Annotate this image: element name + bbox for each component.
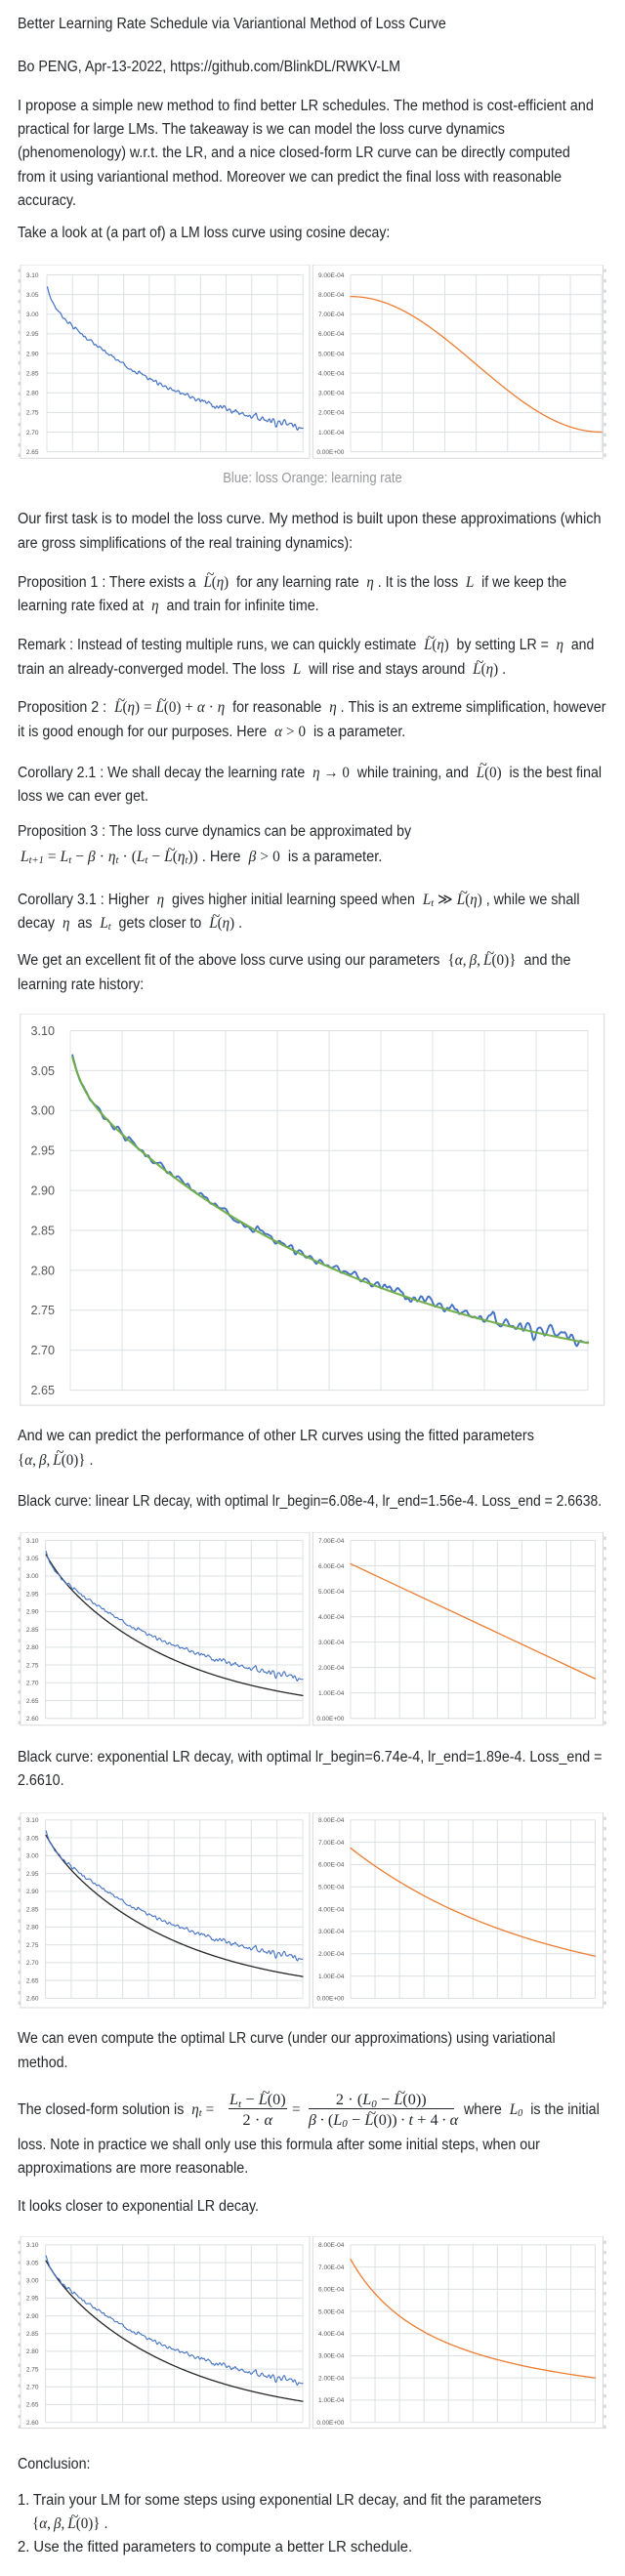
svg-text:4.00E-04: 4.00E-04 (318, 2331, 345, 2338)
svg-text:1.00E-04: 1.00E-04 (318, 430, 345, 436)
svg-text:5.00E-04: 5.00E-04 (318, 1588, 345, 1595)
svg-text:2.60: 2.60 (26, 1995, 39, 2002)
svg-text:2.75: 2.75 (26, 2367, 39, 2374)
svg-text:3.05: 3.05 (26, 292, 39, 299)
svg-text:2.85: 2.85 (30, 1224, 55, 1237)
svg-text:2.90: 2.90 (26, 351, 39, 357)
svg-text:0.00E+00: 0.00E+00 (316, 1716, 344, 1723)
svg-text:2.90: 2.90 (26, 1889, 39, 1895)
svg-text:5.00E-04: 5.00E-04 (318, 2308, 345, 2315)
svg-text:8.00E-04: 8.00E-04 (318, 1817, 345, 1824)
svg-text:2.85: 2.85 (26, 1906, 39, 1913)
svg-text:1.00E-04: 1.00E-04 (318, 1690, 345, 1697)
svg-text:3.05: 3.05 (26, 1556, 39, 1562)
svg-text:3.10: 3.10 (26, 1537, 39, 1544)
svg-text:2.65: 2.65 (26, 1977, 39, 1984)
svg-text:2.80: 2.80 (26, 1924, 39, 1931)
svg-text:3.00E-04: 3.00E-04 (318, 1929, 345, 1935)
svg-text:2.85: 2.85 (26, 1626, 39, 1633)
svg-text:2.95: 2.95 (26, 1871, 39, 1878)
svg-text:3.05: 3.05 (26, 1835, 39, 1842)
svg-text:6.00E-04: 6.00E-04 (318, 331, 345, 338)
svg-text:7.00E-04: 7.00E-04 (318, 1840, 345, 1847)
svg-text:6.00E-04: 6.00E-04 (318, 2287, 345, 2294)
svg-text:7.00E-04: 7.00E-04 (318, 312, 345, 318)
svg-text:4.00E-04: 4.00E-04 (318, 1613, 345, 1620)
svg-text:5.00E-04: 5.00E-04 (318, 351, 345, 357)
svg-text:2.60: 2.60 (26, 2420, 39, 2427)
svg-text:3.00: 3.00 (30, 1104, 55, 1118)
svg-text:2.75: 2.75 (30, 1304, 55, 1317)
svg-text:3.05: 3.05 (30, 1064, 55, 1078)
svg-text:6.00E-04: 6.00E-04 (318, 1861, 345, 1868)
svg-text:1.00E-04: 1.00E-04 (318, 1974, 345, 1980)
svg-text:3.00: 3.00 (26, 1573, 39, 1580)
svg-text:2.70: 2.70 (30, 1344, 55, 1357)
svg-text:2.80: 2.80 (26, 1644, 39, 1651)
svg-text:2.00E-04: 2.00E-04 (318, 1951, 345, 1958)
svg-text:2.70: 2.70 (26, 1680, 39, 1686)
svg-text:2.80: 2.80 (26, 2348, 39, 2355)
svg-text:2.65: 2.65 (26, 1697, 39, 1704)
svg-text:2.75: 2.75 (26, 410, 39, 417)
svg-text:4.00E-04: 4.00E-04 (318, 370, 345, 377)
svg-text:2.70: 2.70 (26, 2385, 39, 2391)
svg-text:3.10: 3.10 (26, 2242, 39, 2249)
svg-text:2.65: 2.65 (26, 2402, 39, 2409)
svg-text:8.00E-04: 8.00E-04 (318, 292, 345, 299)
svg-text:2.80: 2.80 (30, 1264, 55, 1277)
svg-text:9.00E-04: 9.00E-04 (318, 272, 345, 279)
svg-text:1.00E-04: 1.00E-04 (318, 2397, 345, 2404)
svg-text:3.00E-04: 3.00E-04 (318, 1639, 345, 1645)
svg-text:2.00E-04: 2.00E-04 (318, 410, 345, 417)
svg-text:2.95: 2.95 (30, 1144, 55, 1158)
svg-text:2.75: 2.75 (26, 1662, 39, 1669)
svg-text:3.00E-04: 3.00E-04 (318, 2353, 345, 2360)
svg-text:3.10: 3.10 (26, 1817, 39, 1824)
svg-text:3.10: 3.10 (30, 1024, 55, 1038)
svg-text:5.00E-04: 5.00E-04 (318, 1884, 345, 1890)
svg-text:2.85: 2.85 (26, 370, 39, 377)
svg-text:2.95: 2.95 (26, 331, 39, 338)
svg-text:2.00E-04: 2.00E-04 (318, 1665, 345, 1672)
svg-text:3.00: 3.00 (26, 2278, 39, 2285)
svg-text:0.00E+00: 0.00E+00 (316, 449, 344, 456)
svg-text:3.00: 3.00 (26, 1852, 39, 1859)
svg-text:2.75: 2.75 (26, 1942, 39, 1949)
svg-text:2.90: 2.90 (26, 1608, 39, 1615)
svg-text:2.95: 2.95 (26, 1591, 39, 1598)
svg-text:2.70: 2.70 (26, 430, 39, 436)
svg-text:7.00E-04: 7.00E-04 (318, 2264, 345, 2271)
svg-text:3.00: 3.00 (26, 312, 39, 318)
svg-text:3.10: 3.10 (26, 272, 39, 279)
svg-text:2.95: 2.95 (26, 2296, 39, 2303)
svg-text:3.00E-04: 3.00E-04 (318, 391, 345, 397)
svg-text:2.65: 2.65 (30, 1384, 55, 1397)
svg-text:2.00E-04: 2.00E-04 (318, 2376, 345, 2383)
svg-text:2.65: 2.65 (26, 449, 39, 456)
svg-text:3.05: 3.05 (26, 2261, 39, 2267)
svg-text:7.00E-04: 7.00E-04 (318, 1537, 345, 1544)
svg-text:2.60: 2.60 (26, 1716, 39, 1723)
svg-text:4.00E-04: 4.00E-04 (318, 1906, 345, 1913)
svg-text:2.85: 2.85 (26, 2331, 39, 2338)
svg-text:2.70: 2.70 (26, 1960, 39, 1967)
svg-text:8.00E-04: 8.00E-04 (318, 2242, 345, 2249)
svg-text:2.90: 2.90 (30, 1184, 55, 1198)
svg-text:2.80: 2.80 (26, 391, 39, 397)
svg-text:0.00E+00: 0.00E+00 (316, 1995, 344, 2002)
svg-text:6.00E-04: 6.00E-04 (318, 1562, 345, 1569)
svg-text:2.90: 2.90 (26, 2313, 39, 2320)
svg-text:0.00E+00: 0.00E+00 (316, 2420, 344, 2427)
